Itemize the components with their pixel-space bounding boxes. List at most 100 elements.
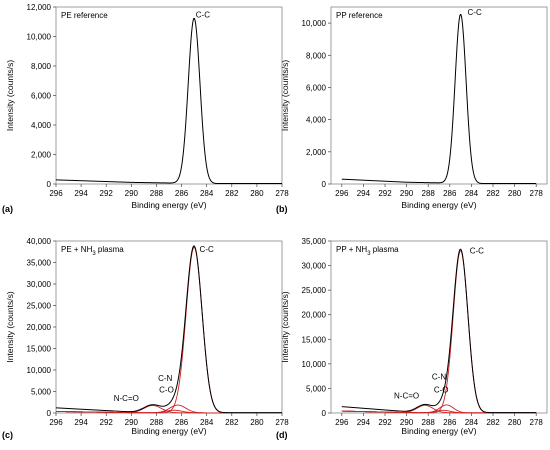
- y-tick-label: 0: [47, 409, 52, 418]
- panel-letter: (b): [276, 204, 288, 214]
- spectrum-line: [55, 17, 282, 185]
- peak-label: C-N: [432, 373, 446, 382]
- y-tick-label: 6,000: [31, 92, 52, 101]
- x-tick-label: 296: [335, 418, 349, 427]
- y-tick-label: 6,000: [306, 83, 327, 92]
- y-tick-label: 5,000: [31, 388, 52, 397]
- y-tick-label: 30,000: [27, 280, 52, 289]
- x-tick-label: 282: [486, 418, 500, 427]
- x-tick-label: 288: [422, 418, 436, 427]
- y-tick-label: 5,000: [306, 384, 327, 393]
- peak-label: C-O: [434, 385, 449, 394]
- x-tick-label: 278: [530, 418, 544, 427]
- peak-label: C-C: [468, 8, 482, 17]
- x-tick-label: 288: [150, 189, 164, 198]
- y-tick-label: 0: [322, 409, 327, 418]
- y-tick-label: 20,000: [302, 311, 327, 320]
- x-tick-label: 284: [200, 189, 214, 198]
- y-tick-label: 10,000: [302, 360, 327, 369]
- x-tick-label: 284: [465, 418, 479, 427]
- x-tick-label: 294: [74, 418, 88, 427]
- y-tick-label: 25,000: [27, 302, 52, 311]
- x-tick-label: 294: [357, 189, 371, 198]
- x-tick-label: 282: [225, 418, 239, 427]
- x-tick-label: 284: [200, 418, 214, 427]
- y-axis-label: Intensity (counts/s): [280, 60, 290, 132]
- x-tick-label: 290: [400, 189, 414, 198]
- plot-area-border: [330, 240, 548, 414]
- x-axis-label: Binding energy (eV): [131, 200, 206, 210]
- y-tick-label: 35,000: [27, 259, 52, 268]
- y-tick-label: 0: [47, 180, 52, 189]
- x-tick-label: 280: [250, 189, 264, 198]
- x-tick-label: 292: [100, 189, 114, 198]
- x-tick-label: 290: [400, 418, 414, 427]
- x-tick-label: 288: [150, 418, 164, 427]
- panel-title: PP + NH3 plasma: [336, 245, 399, 257]
- x-tick-label: 278: [530, 189, 544, 198]
- panel-letter: (d): [276, 430, 288, 440]
- y-tick-label: 2,000: [31, 151, 52, 160]
- x-tick-label: 280: [508, 418, 522, 427]
- spectrum-line: [341, 248, 537, 414]
- spectrum-line: [341, 13, 537, 185]
- panel-letter: (a): [2, 204, 13, 214]
- peak-label: C-C: [200, 245, 214, 254]
- y-tick-label: 10,000: [302, 19, 327, 28]
- y-tick-label: 30,000: [302, 262, 327, 271]
- x-tick-label: 278: [275, 189, 289, 198]
- y-tick-label: 40,000: [27, 237, 52, 246]
- x-tick-label: 294: [74, 189, 88, 198]
- x-tick-label: 292: [378, 418, 392, 427]
- panel-title: PE + NH3 plasma: [61, 245, 124, 257]
- xps-panel-2: 0 5,000 10,000 15,000 20,000 25,000 30,000 35,0…: [2, 237, 289, 440]
- x-tick-label: 282: [225, 189, 239, 198]
- x-tick-label: 286: [175, 418, 189, 427]
- y-tick-label: 4,000: [31, 121, 52, 130]
- y-axis-label: Intensity (counts/s): [5, 60, 15, 132]
- x-tick-label: 296: [335, 189, 349, 198]
- y-tick-label: 15,000: [302, 335, 327, 344]
- y-tick-label: 35,000: [302, 237, 327, 246]
- peak-label: C-C: [196, 10, 210, 19]
- x-tick-label: 294: [357, 418, 371, 427]
- xps-panel-0: 0 2,000 4,000 6,000 8,000 10,000 12,000 296 294 2…: [2, 3, 289, 214]
- panel-title: PP reference: [336, 11, 383, 20]
- y-tick-label: 25,000: [302, 286, 327, 295]
- peak-label: N-C=O: [114, 394, 139, 403]
- peak-label: N-C=O: [394, 391, 419, 400]
- x-tick-label: 286: [175, 189, 189, 198]
- x-axis-label: Binding energy (eV): [131, 426, 206, 436]
- plot-area-border: [330, 6, 548, 185]
- y-tick-label: 10,000: [27, 366, 52, 375]
- x-tick-label: 296: [49, 418, 63, 427]
- peak-label: C-O: [159, 385, 174, 394]
- x-tick-label: 290: [125, 418, 139, 427]
- x-axis-label: Binding energy (eV): [401, 426, 476, 436]
- x-tick-label: 286: [443, 189, 457, 198]
- y-tick-label: 2,000: [306, 148, 327, 157]
- y-axis-label: Intensity (counts/s): [5, 291, 15, 363]
- xps-panel-1: 0 2,000 4,000 6,000 8,000 10,000 296 294 292 290 2…: [276, 6, 548, 214]
- x-tick-label: 292: [100, 418, 114, 427]
- y-tick-label: 4,000: [306, 116, 327, 125]
- y-tick-label: 15,000: [27, 345, 52, 354]
- x-tick-label: 286: [443, 418, 457, 427]
- y-tick-label: 8,000: [306, 51, 327, 60]
- y-tick-label: 8,000: [31, 62, 52, 71]
- x-axis-label: Binding energy (eV): [401, 200, 476, 210]
- plot-area-border: [55, 6, 283, 185]
- peak-label: C-C: [470, 246, 484, 255]
- x-tick-label: 280: [508, 189, 522, 198]
- x-tick-label: 280: [250, 418, 264, 427]
- x-tick-label: 278: [275, 418, 289, 427]
- x-tick-label: 292: [378, 189, 392, 198]
- x-tick-label: 296: [49, 189, 63, 198]
- y-tick-label: 20,000: [27, 323, 52, 332]
- panel-title: PE reference: [61, 11, 108, 20]
- panel-letter: (c): [2, 430, 13, 440]
- xps-panel-3: 0 5,000 10,000 15,000 20,000 25,000 30,000 35,0…: [276, 237, 548, 440]
- component-peak-n-c-o: [55, 404, 282, 414]
- y-axis-label: Intensity (counts/s): [280, 291, 290, 363]
